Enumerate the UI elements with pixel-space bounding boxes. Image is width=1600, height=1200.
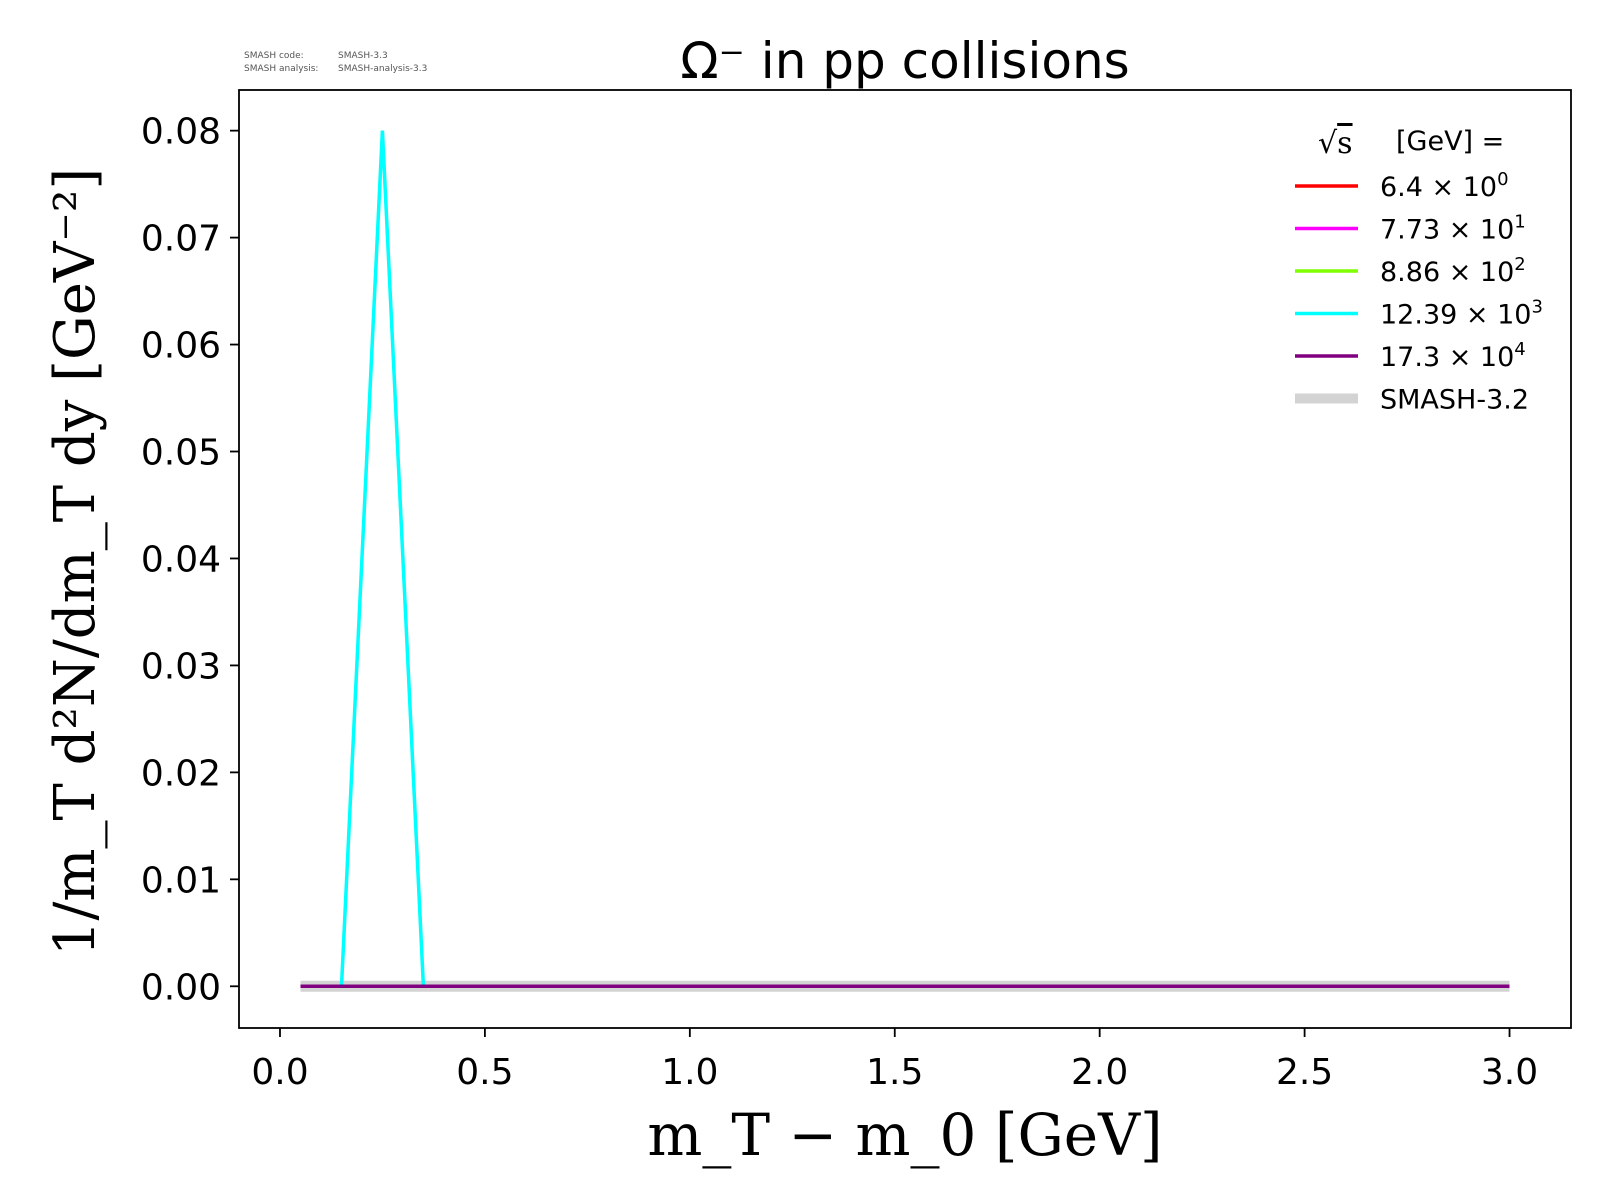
y-axis-label: 1/m_T d²N/dm_T dy [GeV⁻²] <box>43 168 108 956</box>
legend-label-part: 10 <box>1471 215 1514 246</box>
y-tick-label: 0.05 <box>141 433 221 474</box>
meta-code-value: SMASH-3.3 <box>338 51 388 61</box>
y-tick-label: 0.08 <box>141 112 221 153</box>
legend-title-text: [GeV] = <box>1396 126 1504 157</box>
legend-exponent: 3 <box>1531 297 1542 318</box>
meta-analysis-value: SMASH-analysis-3.3 <box>338 64 427 74</box>
legend-label-part: × <box>1466 300 1489 331</box>
x-axis-label: m_T − m_0 [GeV] <box>647 1101 1162 1169</box>
legend-label-0: 6.4 × 100 <box>1380 169 1509 203</box>
y-tick-label: 0.06 <box>141 326 221 367</box>
legend-label-part: 7.73 <box>1380 215 1449 246</box>
y-tick-label: 0.07 <box>141 219 221 260</box>
x-tick-label: 2.5 <box>1276 1052 1333 1093</box>
x-tick-label: 1.0 <box>661 1052 718 1093</box>
legend-label-reference: SMASH-3.2 <box>1380 385 1529 416</box>
meta-analysis-label: SMASH analysis: <box>244 64 318 74</box>
legend-label-part: 10 <box>1471 257 1514 288</box>
legend-label-2: 8.86 × 102 <box>1380 254 1526 288</box>
sqrt-s-symbol: √s <box>1318 126 1353 161</box>
meta-code-label: SMASH code: <box>244 51 304 61</box>
y-tick-label: 0.04 <box>141 539 221 580</box>
y-axis-ticks: 0.00 0.01 0.02 0.03 0.04 0.05 0.06 0.07 0.08 <box>141 112 239 1008</box>
chart-title: Ω⁻ in pp collisions <box>680 32 1129 90</box>
legend-label-part: 10 <box>1489 300 1532 331</box>
legend-label-3: 12.39 × 103 <box>1380 297 1543 331</box>
series-layer <box>300 130 1510 992</box>
legend-exponent: 0 <box>1497 169 1508 190</box>
legend-exponent: 1 <box>1514 212 1525 233</box>
legend-label-part: 17.3 <box>1380 342 1449 373</box>
legend-label-part: 8.86 <box>1380 257 1449 288</box>
legend-exponent: 2 <box>1514 254 1525 275</box>
y-tick-label: 0.00 <box>141 967 221 1008</box>
legend-label-4: 17.3 × 104 <box>1380 339 1526 373</box>
x-tick-label: 0.0 <box>251 1052 308 1093</box>
legend-label-part: 12.39 <box>1380 300 1466 331</box>
y-tick-label: 0.03 <box>141 646 221 687</box>
legend-label-part: × <box>1449 215 1472 246</box>
legend-label-1: 7.73 × 101 <box>1380 212 1526 246</box>
legend-label-part: 10 <box>1454 172 1497 203</box>
y-tick-label: 0.02 <box>141 753 221 794</box>
legend-label-part: × <box>1432 172 1455 203</box>
legend-exponent: 4 <box>1514 339 1525 360</box>
legend-label-part: 6.4 <box>1380 172 1432 203</box>
legend-label-part: × <box>1449 257 1472 288</box>
x-tick-label: 3.0 <box>1481 1052 1538 1093</box>
legend-label-part: × <box>1449 342 1472 373</box>
x-tick-label: 1.5 <box>866 1052 923 1093</box>
x-axis-ticks: 0.0 0.5 1.0 1.5 2.0 2.5 3.0 <box>251 1028 1538 1093</box>
series-line-3 <box>339 130 426 987</box>
x-tick-label: 2.0 <box>1071 1052 1128 1093</box>
y-tick-label: 0.01 <box>141 860 221 901</box>
legend-title: √s [GeV] = <box>1318 126 1504 161</box>
plot-frame <box>238 89 1572 1029</box>
legend-label-part: 10 <box>1471 342 1514 373</box>
x-tick-label: 0.5 <box>456 1052 513 1093</box>
